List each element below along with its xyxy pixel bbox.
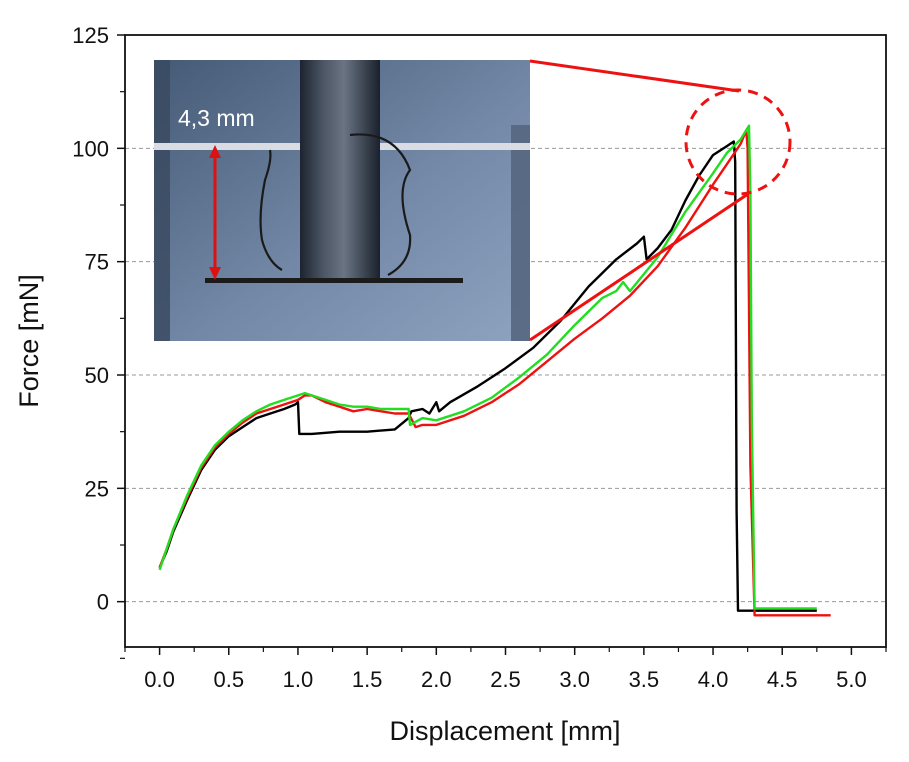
inset-specimen-right [349, 133, 412, 276]
zoom-line-top [529, 59, 740, 93]
inset-arrow-head-bottom [209, 267, 221, 280]
x-tick-label-4.5: 4.5 [767, 667, 798, 692]
inset-photo: 4,3 mm [154, 60, 530, 341]
x-tick-label-3.0: 3.0 [559, 667, 590, 692]
x-tick-label-2.5: 2.5 [490, 667, 521, 692]
y-tick-label-50: 50 [85, 363, 109, 388]
x-tick-label-1.5: 1.5 [352, 667, 383, 692]
inset-specimen-left [259, 149, 283, 271]
y-tick-label-125: 125 [72, 23, 109, 48]
inset-side-rail-left [154, 60, 170, 341]
series-line-3 [158, 124, 817, 610]
y-tick-label-100: 100 [72, 136, 109, 161]
zoom-line-bottom [529, 192, 749, 342]
zoom-highlight-circle [684, 88, 792, 196]
y-axis-label: Force [mN] [14, 274, 44, 408]
zoom-annotation [529, 59, 792, 342]
y-axis-ticks: 0 25 50 75 100 125 [72, 23, 125, 659]
x-tick-label-0.5: 0.5 [213, 667, 244, 692]
x-tick-label-5.0: 5.0 [836, 667, 867, 692]
x-tick-label-2.0: 2.0 [421, 667, 452, 692]
inset-arrow-head-top [209, 145, 221, 158]
x-tick-label-1.0: 1.0 [283, 667, 314, 692]
series-line-1 [158, 140, 817, 612]
y-tick-label-0: 0 [97, 590, 109, 615]
inset-base-plate [205, 278, 463, 283]
inset-rod [300, 60, 380, 280]
x-tick-label-0.0: 0.0 [144, 667, 175, 692]
x-axis-ticks: 0.0 0.5 1.0 1.5 2.0 2.5 3.0 3.5 4.0 4.5 5.0 [124, 647, 887, 692]
y-tick-label-75: 75 [85, 250, 109, 275]
x-tick-label-4.0: 4.0 [698, 667, 729, 692]
series-line-2 [158, 128, 831, 617]
inset-height-label: 4,3 mm [178, 105, 255, 131]
y-tick-label-25: 25 [85, 476, 109, 501]
series-layer [158, 124, 831, 617]
inset-side-rail-right [511, 125, 530, 341]
x-axis-label: Displacement [mm] [389, 716, 620, 746]
x-tick-label-3.5: 3.5 [629, 667, 660, 692]
